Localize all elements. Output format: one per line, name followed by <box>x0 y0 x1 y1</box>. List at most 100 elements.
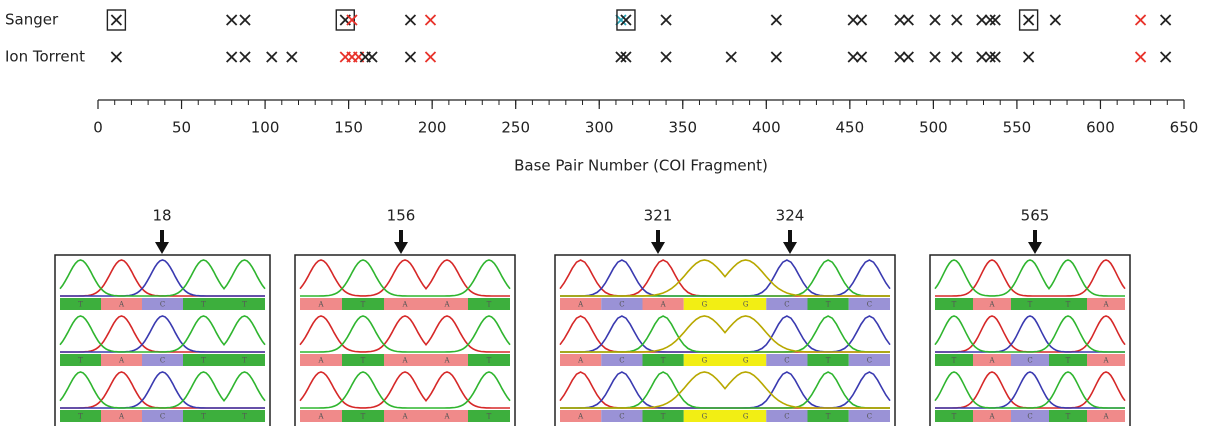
base-label: T <box>826 413 831 421</box>
variant-mark <box>990 15 1000 25</box>
base-label: T <box>201 357 206 365</box>
base-label: A <box>401 413 408 421</box>
x-tick-label: 550 <box>1003 119 1032 137</box>
base-label: G <box>702 413 708 421</box>
variant-mark <box>771 52 781 62</box>
base-label: T <box>78 413 83 421</box>
x-tick-label: 100 <box>251 119 280 137</box>
base-label: A <box>118 413 125 421</box>
base-label: T <box>952 301 957 309</box>
base-label: G <box>702 357 708 365</box>
base-label: A <box>577 413 584 421</box>
base-label: T <box>1066 301 1071 309</box>
variant-mark <box>621 52 631 62</box>
variant-mark <box>857 52 867 62</box>
variant-mark <box>1136 52 1146 62</box>
base-label: C <box>1027 413 1032 421</box>
base-label: A <box>443 413 450 421</box>
variant-mark <box>425 52 435 62</box>
base-label: T <box>952 413 957 421</box>
variant-mark <box>616 52 626 62</box>
base-label: C <box>619 413 624 421</box>
base-label: T <box>487 357 492 365</box>
variant-mark <box>661 15 671 25</box>
variant-mark <box>952 15 962 25</box>
variant-mark <box>287 52 297 62</box>
x-tick-label: 50 <box>172 119 191 137</box>
variant-mark <box>405 15 415 25</box>
base-label: G <box>743 357 749 365</box>
variant-mark <box>621 15 631 25</box>
base-label: A <box>118 357 125 365</box>
base-label: T <box>242 301 247 309</box>
base-label: T <box>361 357 366 365</box>
position-label: 156 <box>387 207 416 225</box>
variant-mark <box>848 15 858 25</box>
position-label: 324 <box>776 207 805 225</box>
position-label: 321 <box>644 207 673 225</box>
x-tick-label: 250 <box>501 119 530 137</box>
arrow-head <box>155 242 169 254</box>
variant-mark <box>903 15 913 25</box>
variant-mark <box>985 15 995 25</box>
variant-mark <box>771 15 781 25</box>
variant-mark <box>1161 15 1171 25</box>
base-label: A <box>988 413 995 421</box>
base-label: G <box>743 413 749 421</box>
base-label: C <box>784 301 789 309</box>
row-label: Sanger <box>5 11 59 29</box>
panel <box>295 255 515 426</box>
arrow-head <box>394 242 408 254</box>
base-label: C <box>784 413 789 421</box>
base-label: T <box>78 357 83 365</box>
base-label: T <box>201 413 206 421</box>
base-label: T <box>1066 357 1071 365</box>
variant-mark <box>267 52 277 62</box>
variant-mark <box>930 15 940 25</box>
row-label: Ion Torrent <box>5 48 85 66</box>
base-label: A <box>1102 301 1109 309</box>
base-label: G <box>743 301 749 309</box>
variant-mark <box>425 15 435 25</box>
variant-mark <box>726 52 736 62</box>
base-label: C <box>160 301 165 309</box>
base-label: C <box>867 357 872 365</box>
variant-mark <box>895 52 905 62</box>
base-label: C <box>619 357 624 365</box>
base-label: G <box>702 301 708 309</box>
base-label: C <box>160 357 165 365</box>
base-label: T <box>952 357 957 365</box>
base-label: A <box>401 357 408 365</box>
base-label: T <box>361 301 366 309</box>
base-label: T <box>201 301 206 309</box>
variant-mark <box>240 15 250 25</box>
base-label: T <box>1028 301 1033 309</box>
position-label: 565 <box>1021 207 1050 225</box>
arrow-head <box>783 242 797 254</box>
base-label: A <box>1102 357 1109 365</box>
x-tick-label: 0 <box>93 119 103 137</box>
panel <box>930 255 1130 426</box>
base-label: T <box>242 357 247 365</box>
panel <box>55 255 270 426</box>
base-label: T <box>242 413 247 421</box>
variant-mark <box>227 52 237 62</box>
variant-mark <box>977 15 987 25</box>
arrow-head <box>651 242 665 254</box>
variant-mark <box>848 52 858 62</box>
base-label: A <box>317 301 324 309</box>
x-tick-label: 300 <box>585 119 614 137</box>
base-label: T <box>78 301 83 309</box>
x-tick-label: 600 <box>1086 119 1115 137</box>
variant-mark <box>240 52 250 62</box>
x-axis-label: Base Pair Number (COI Fragment) <box>514 157 768 175</box>
base-label: T <box>1066 413 1071 421</box>
base-label: A <box>317 413 324 421</box>
x-tick-label: 150 <box>334 119 363 137</box>
variant-mark <box>1050 15 1060 25</box>
x-tick-label: 400 <box>752 119 781 137</box>
variant-mark <box>1161 52 1171 62</box>
variant-mark <box>930 52 940 62</box>
variant-mark <box>111 52 121 62</box>
x-tick-label: 650 <box>1170 119 1199 137</box>
